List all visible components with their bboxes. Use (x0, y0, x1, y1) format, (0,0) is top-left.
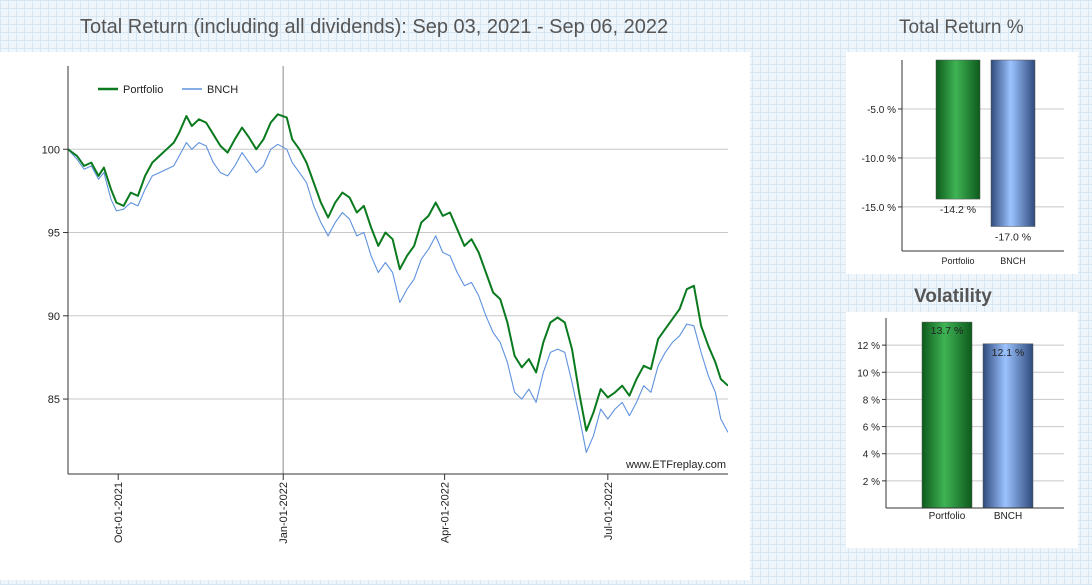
x-tick-label: Apr-01-2022 (440, 482, 452, 543)
category-label-bnch: BNCH (994, 511, 1022, 522)
y-tick-label: 2 % (863, 477, 880, 488)
y-tick-label: 85 (48, 394, 60, 406)
category-label-portfolio: Portfolio (929, 511, 966, 522)
category-label-bnch: BNCH (1000, 256, 1026, 266)
bar-portfolio (921, 321, 973, 509)
series-line-bnch (68, 142, 728, 453)
watermark: www.ETFreplay.com (625, 459, 726, 471)
y-tick-label: -10.0 % (862, 154, 897, 165)
x-tick-label: Oct-01-2021 (113, 482, 125, 543)
total-return-panel: -5.0 % -10.0 % -15.0 % -14.2 % Portfolio -17.… (846, 52, 1078, 274)
y-tick-label: 10 % (857, 368, 880, 379)
y-tick-label: -5.0 % (867, 105, 896, 116)
volatility-title: Volatility (914, 286, 992, 307)
y-tick-label: 8 % (863, 395, 880, 406)
volatility-panel: 2 % 4 % 6 % 8 % 10 % 12 % 13.7 % Portfolio 12.1 … (846, 312, 1078, 548)
y-tick-label: 12 % (857, 341, 880, 352)
x-tick-label: Jan-01-2022 (278, 482, 290, 544)
bar-portfolio (935, 59, 981, 200)
main-chart-panel: 85 90 95 100 Oct-01-2021 Jan-01-2022 Apr-01-20… (0, 52, 750, 580)
total-return-title: Total Return % (899, 17, 1024, 38)
category-label-portfolio: Portfolio (941, 256, 974, 266)
x-tick-label: Jul-01-2022 (603, 482, 615, 540)
y-tick-label: -15.0 % (862, 203, 897, 214)
main-line-chart: 85 90 95 100 Oct-01-2021 Jan-01-2022 Apr-01-20… (42, 66, 728, 544)
y-tick-label: 95 (48, 228, 60, 240)
value-label-bnch: -17.0 % (995, 232, 1031, 244)
y-tick-label: 90 (48, 311, 60, 323)
legend: Portfolio BNCH (98, 84, 238, 96)
y-tick-label: 6 % (863, 423, 880, 434)
bar-bnch (982, 343, 1034, 509)
value-label-bnch: 12.1 % (992, 347, 1025, 359)
legend-label-bnch: BNCH (207, 84, 238, 96)
y-tick-label: 4 % (863, 450, 880, 461)
value-label-portfolio: -14.2 % (940, 204, 976, 216)
value-label-portfolio: 13.7 % (931, 325, 964, 337)
main-chart-title: Total Return (including all dividends): … (80, 16, 669, 38)
total-return-bar-chart: -5.0 % -10.0 % -15.0 % -14.2 % Portfolio -17.… (862, 59, 1064, 266)
legend-label-portfolio: Portfolio (123, 84, 163, 96)
series-line-portfolio (68, 113, 728, 432)
y-tick-label: 100 (42, 144, 60, 156)
volatility-bar-chart: 2 % 4 % 6 % 8 % 10 % 12 % 13.7 % Portfolio 12.1 … (857, 318, 1064, 522)
bar-bnch (990, 59, 1036, 227)
